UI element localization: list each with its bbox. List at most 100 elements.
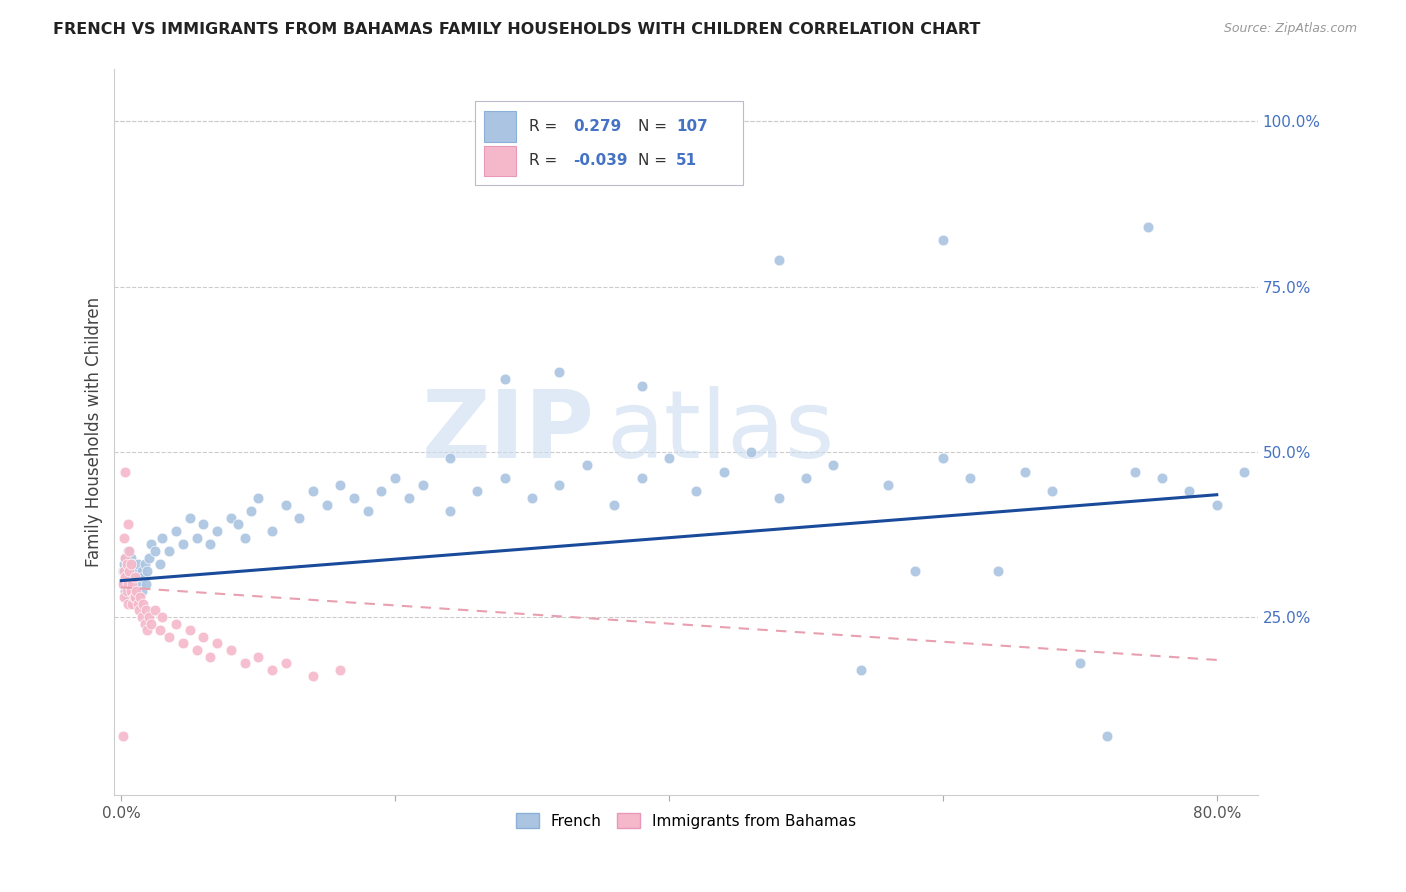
- Point: [118, 570, 141, 584]
- Point: [128, 570, 150, 584]
- Point: [520, 491, 543, 505]
- Point: [117, 597, 139, 611]
- Point: [172, 537, 194, 551]
- Point: [131, 610, 153, 624]
- Point: [118, 583, 141, 598]
- Point: [226, 517, 249, 532]
- Point: [548, 366, 571, 380]
- Text: N =: N =: [638, 153, 666, 169]
- Point: [1260, 484, 1282, 499]
- Point: [111, 564, 134, 578]
- Point: [165, 524, 187, 538]
- Point: [329, 478, 352, 492]
- Point: [384, 471, 406, 485]
- Point: [849, 663, 872, 677]
- Point: [122, 577, 145, 591]
- Point: [112, 557, 135, 571]
- Point: [150, 610, 173, 624]
- Text: -0.039: -0.039: [572, 153, 627, 169]
- Y-axis label: Family Households with Children: Family Households with Children: [86, 297, 103, 567]
- Point: [127, 557, 149, 571]
- Legend: French, Immigrants from Bahamas: French, Immigrants from Bahamas: [510, 807, 862, 835]
- Point: [1014, 465, 1036, 479]
- FancyBboxPatch shape: [484, 112, 516, 142]
- Point: [823, 458, 845, 472]
- Point: [127, 597, 149, 611]
- Point: [398, 491, 420, 505]
- Point: [302, 484, 325, 499]
- Point: [1095, 729, 1118, 743]
- Point: [630, 471, 652, 485]
- Point: [877, 478, 900, 492]
- Point: [120, 564, 142, 578]
- Point: [658, 451, 681, 466]
- Point: [121, 557, 143, 571]
- Point: [131, 564, 153, 578]
- Point: [117, 544, 139, 558]
- Point: [135, 577, 157, 591]
- Point: [115, 557, 138, 571]
- Point: [179, 511, 201, 525]
- Point: [117, 590, 139, 604]
- Point: [603, 498, 626, 512]
- Point: [165, 616, 187, 631]
- Point: [247, 491, 270, 505]
- Point: [114, 465, 136, 479]
- Point: [1205, 498, 1227, 512]
- Point: [193, 517, 215, 532]
- Point: [274, 498, 297, 512]
- Text: atlas: atlas: [606, 386, 834, 478]
- Point: [768, 253, 790, 268]
- FancyBboxPatch shape: [475, 101, 744, 185]
- Point: [118, 564, 141, 578]
- Point: [131, 583, 153, 598]
- Point: [1233, 465, 1256, 479]
- Point: [768, 491, 790, 505]
- Point: [114, 583, 136, 598]
- Point: [274, 657, 297, 671]
- Point: [219, 643, 242, 657]
- Point: [112, 577, 135, 591]
- Point: [1150, 471, 1173, 485]
- Point: [412, 478, 434, 492]
- Point: [121, 597, 143, 611]
- Point: [157, 544, 180, 558]
- Point: [439, 504, 461, 518]
- Point: [260, 524, 283, 538]
- Point: [219, 511, 242, 525]
- Point: [114, 570, 136, 584]
- Point: [794, 471, 817, 485]
- Point: [120, 550, 142, 565]
- Point: [179, 623, 201, 637]
- Point: [125, 583, 148, 598]
- Point: [128, 603, 150, 617]
- Point: [115, 577, 138, 591]
- Point: [129, 590, 152, 604]
- Point: [233, 531, 256, 545]
- Point: [343, 491, 366, 505]
- Point: [959, 471, 981, 485]
- Point: [186, 531, 208, 545]
- Point: [136, 623, 159, 637]
- Point: [260, 663, 283, 677]
- Text: 0.279: 0.279: [572, 120, 621, 134]
- Point: [200, 537, 222, 551]
- Point: [112, 564, 135, 578]
- Point: [1302, 478, 1324, 492]
- Text: R =: R =: [530, 153, 558, 169]
- Point: [120, 577, 142, 591]
- Point: [124, 570, 146, 584]
- Point: [124, 590, 146, 604]
- Point: [1069, 657, 1091, 671]
- Point: [117, 577, 139, 591]
- Point: [685, 484, 707, 499]
- Point: [370, 484, 392, 499]
- Point: [630, 378, 652, 392]
- Point: [135, 603, 157, 617]
- Point: [121, 583, 143, 598]
- Point: [112, 531, 135, 545]
- Point: [233, 657, 256, 671]
- Point: [150, 531, 173, 545]
- FancyBboxPatch shape: [484, 145, 516, 176]
- Point: [205, 636, 228, 650]
